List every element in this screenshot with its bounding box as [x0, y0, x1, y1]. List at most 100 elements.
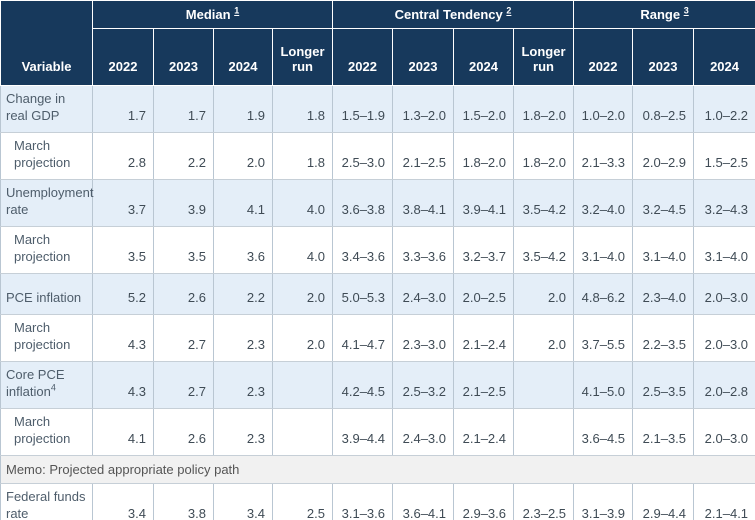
value-cell: 3.7 [92, 179, 154, 227]
row-label-text: March projection [14, 320, 71, 352]
value-cell: 2.1–3.3 [573, 132, 634, 180]
row-label: March projection [0, 314, 93, 362]
row-label-text: Change in real GDP [6, 91, 66, 123]
table-row: Unemployment rate 3.7 3.9 4.1 4.0 3.6–3.8 3.8–… [0, 179, 755, 227]
value-cell: 4.2–4.5 [332, 361, 393, 409]
value-cell: 2.1–2.5 [392, 132, 454, 180]
value-cell: 2.0–3.0 [693, 408, 755, 456]
value-cell: 2.2 [213, 273, 273, 315]
value-cell: 2.0–3.0 [693, 273, 755, 315]
value-cell: 1.5–2.5 [693, 132, 755, 180]
value-cell: 3.2–4.0 [573, 179, 634, 227]
range-group-label: Range [640, 7, 681, 22]
value-cell: 2.4–3.0 [392, 408, 454, 456]
value-cell: 3.2–3.7 [453, 226, 514, 274]
table-row: PCE inflation 5.2 2.6 2.2 2.0 5.0–5.3 2.4–3.0 2… [0, 273, 755, 315]
group-header-row: Variable Median 1 Central Tendency 2 Ran… [0, 0, 755, 86]
value-cell: 4.1–5.0 [573, 361, 634, 409]
value-cell: 5.2 [92, 273, 154, 315]
year-column-header: 2022 [573, 28, 634, 86]
footnote-link-2[interactable]: 2 [506, 5, 512, 16]
value-cell: 2.5 [272, 483, 333, 520]
variable-column-header: Variable [0, 0, 93, 86]
row-label-text: Unemployment rate [6, 185, 94, 217]
value-cell: 3.2–4.5 [632, 179, 695, 227]
row-label: March projection [0, 408, 93, 456]
value-cell: 2.0–2.9 [632, 132, 695, 180]
value-cell: 2.3 [213, 361, 273, 409]
value-cell: 3.5–4.2 [512, 179, 575, 227]
value-cell: 2.0 [213, 132, 273, 180]
value-cell: 2.2–3.5 [632, 314, 695, 362]
value-cell: 2.8 [92, 132, 154, 180]
value-cell [512, 361, 575, 409]
row-label: PCE inflation [0, 273, 93, 315]
value-cell: 2.0 [272, 273, 333, 315]
year-column-header: 2023 [153, 28, 214, 86]
year-header-row: 2022 2023 2024 Longer run 2022 2023 2024 Longer… [1, 28, 755, 86]
value-cell: 3.1–4.0 [632, 226, 695, 274]
value-cell: 2.9–3.6 [453, 483, 514, 520]
value-cell: 4.1–4.7 [332, 314, 393, 362]
table-row: March projection 3.5 3.5 3.6 4.0 3.4–3.6 3.3–3… [0, 226, 755, 274]
value-cell: 4.3 [92, 361, 154, 409]
row-label: Change in real GDP [0, 85, 93, 133]
value-cell: 3.8 [153, 483, 214, 520]
value-cell: 2.5–3.2 [392, 361, 454, 409]
value-cell: 2.9–4.4 [632, 483, 695, 520]
year-column-header: 2024 [453, 28, 514, 86]
row-label: March projection [0, 132, 93, 180]
value-cell: 1.0–2.2 [693, 85, 755, 133]
value-cell: 2.0–2.5 [453, 273, 514, 315]
central-tendency-group-label: Central Tendency [394, 7, 503, 22]
table-row: Core PCE inflation4 4.3 2.7 2.3 4.2–4.5 2.5–3… [0, 361, 755, 409]
value-cell: 1.8–2.0 [512, 85, 575, 133]
year-column-header: 2024 [213, 28, 273, 86]
value-cell: 3.1–4.0 [573, 226, 634, 274]
table-row: March projection 4.3 2.7 2.3 2.0 4.1–4.7 2.3–3… [0, 314, 755, 362]
value-cell: 4.1 [213, 179, 273, 227]
year-column-header: Longer run [512, 28, 575, 86]
value-cell: 2.6 [153, 408, 214, 456]
row-label: Core PCE inflation4 [0, 361, 93, 409]
row-label: March projection [0, 226, 93, 274]
value-cell: 1.7 [92, 85, 154, 133]
value-cell: 1.8–2.0 [512, 132, 575, 180]
value-cell: 2.6 [153, 273, 214, 315]
value-cell: 3.1–3.9 [573, 483, 634, 520]
value-cell: 3.5 [92, 226, 154, 274]
value-cell: 3.4 [213, 483, 273, 520]
value-cell [272, 361, 333, 409]
value-cell: 3.5 [153, 226, 214, 274]
row-label-text: Core PCE inflation [6, 367, 65, 399]
central-tendency-group-header: Central Tendency 2 [331, 0, 575, 29]
value-cell: 1.5–2.0 [453, 85, 514, 133]
value-cell: 2.0 [512, 273, 575, 315]
value-cell: 1.9 [213, 85, 273, 133]
value-cell: 2.4–3.0 [392, 273, 454, 315]
footnote-link-1[interactable]: 1 [234, 5, 240, 16]
value-cell: 3.2–4.3 [693, 179, 755, 227]
value-cell: 1.5–1.9 [332, 85, 393, 133]
value-cell: 1.3–2.0 [392, 85, 454, 133]
value-cell: 2.5–3.0 [332, 132, 393, 180]
value-cell: 2.3–4.0 [632, 273, 695, 315]
row-label: Federal funds rate [0, 483, 93, 520]
value-cell: 1.7 [153, 85, 214, 133]
value-cell: 5.0–5.3 [332, 273, 393, 315]
row-label-text: March projection [14, 232, 71, 264]
value-cell: 2.0–3.0 [693, 314, 755, 362]
value-cell: 3.6–3.8 [332, 179, 393, 227]
value-cell: 4.0 [272, 179, 333, 227]
row-label-text: March projection [14, 138, 71, 170]
year-column-header: 2022 [332, 28, 393, 86]
value-cell: 3.4 [92, 483, 154, 520]
memo-label: Memo: Projected appropriate policy path [0, 455, 755, 484]
value-cell: 3.6 [213, 226, 273, 274]
footnote-link-3[interactable]: 3 [683, 5, 689, 16]
year-column-header: 2023 [392, 28, 454, 86]
value-cell: 2.2 [153, 132, 214, 180]
row-label: Unemployment rate [0, 179, 94, 227]
value-cell: 2.5–3.5 [632, 361, 695, 409]
